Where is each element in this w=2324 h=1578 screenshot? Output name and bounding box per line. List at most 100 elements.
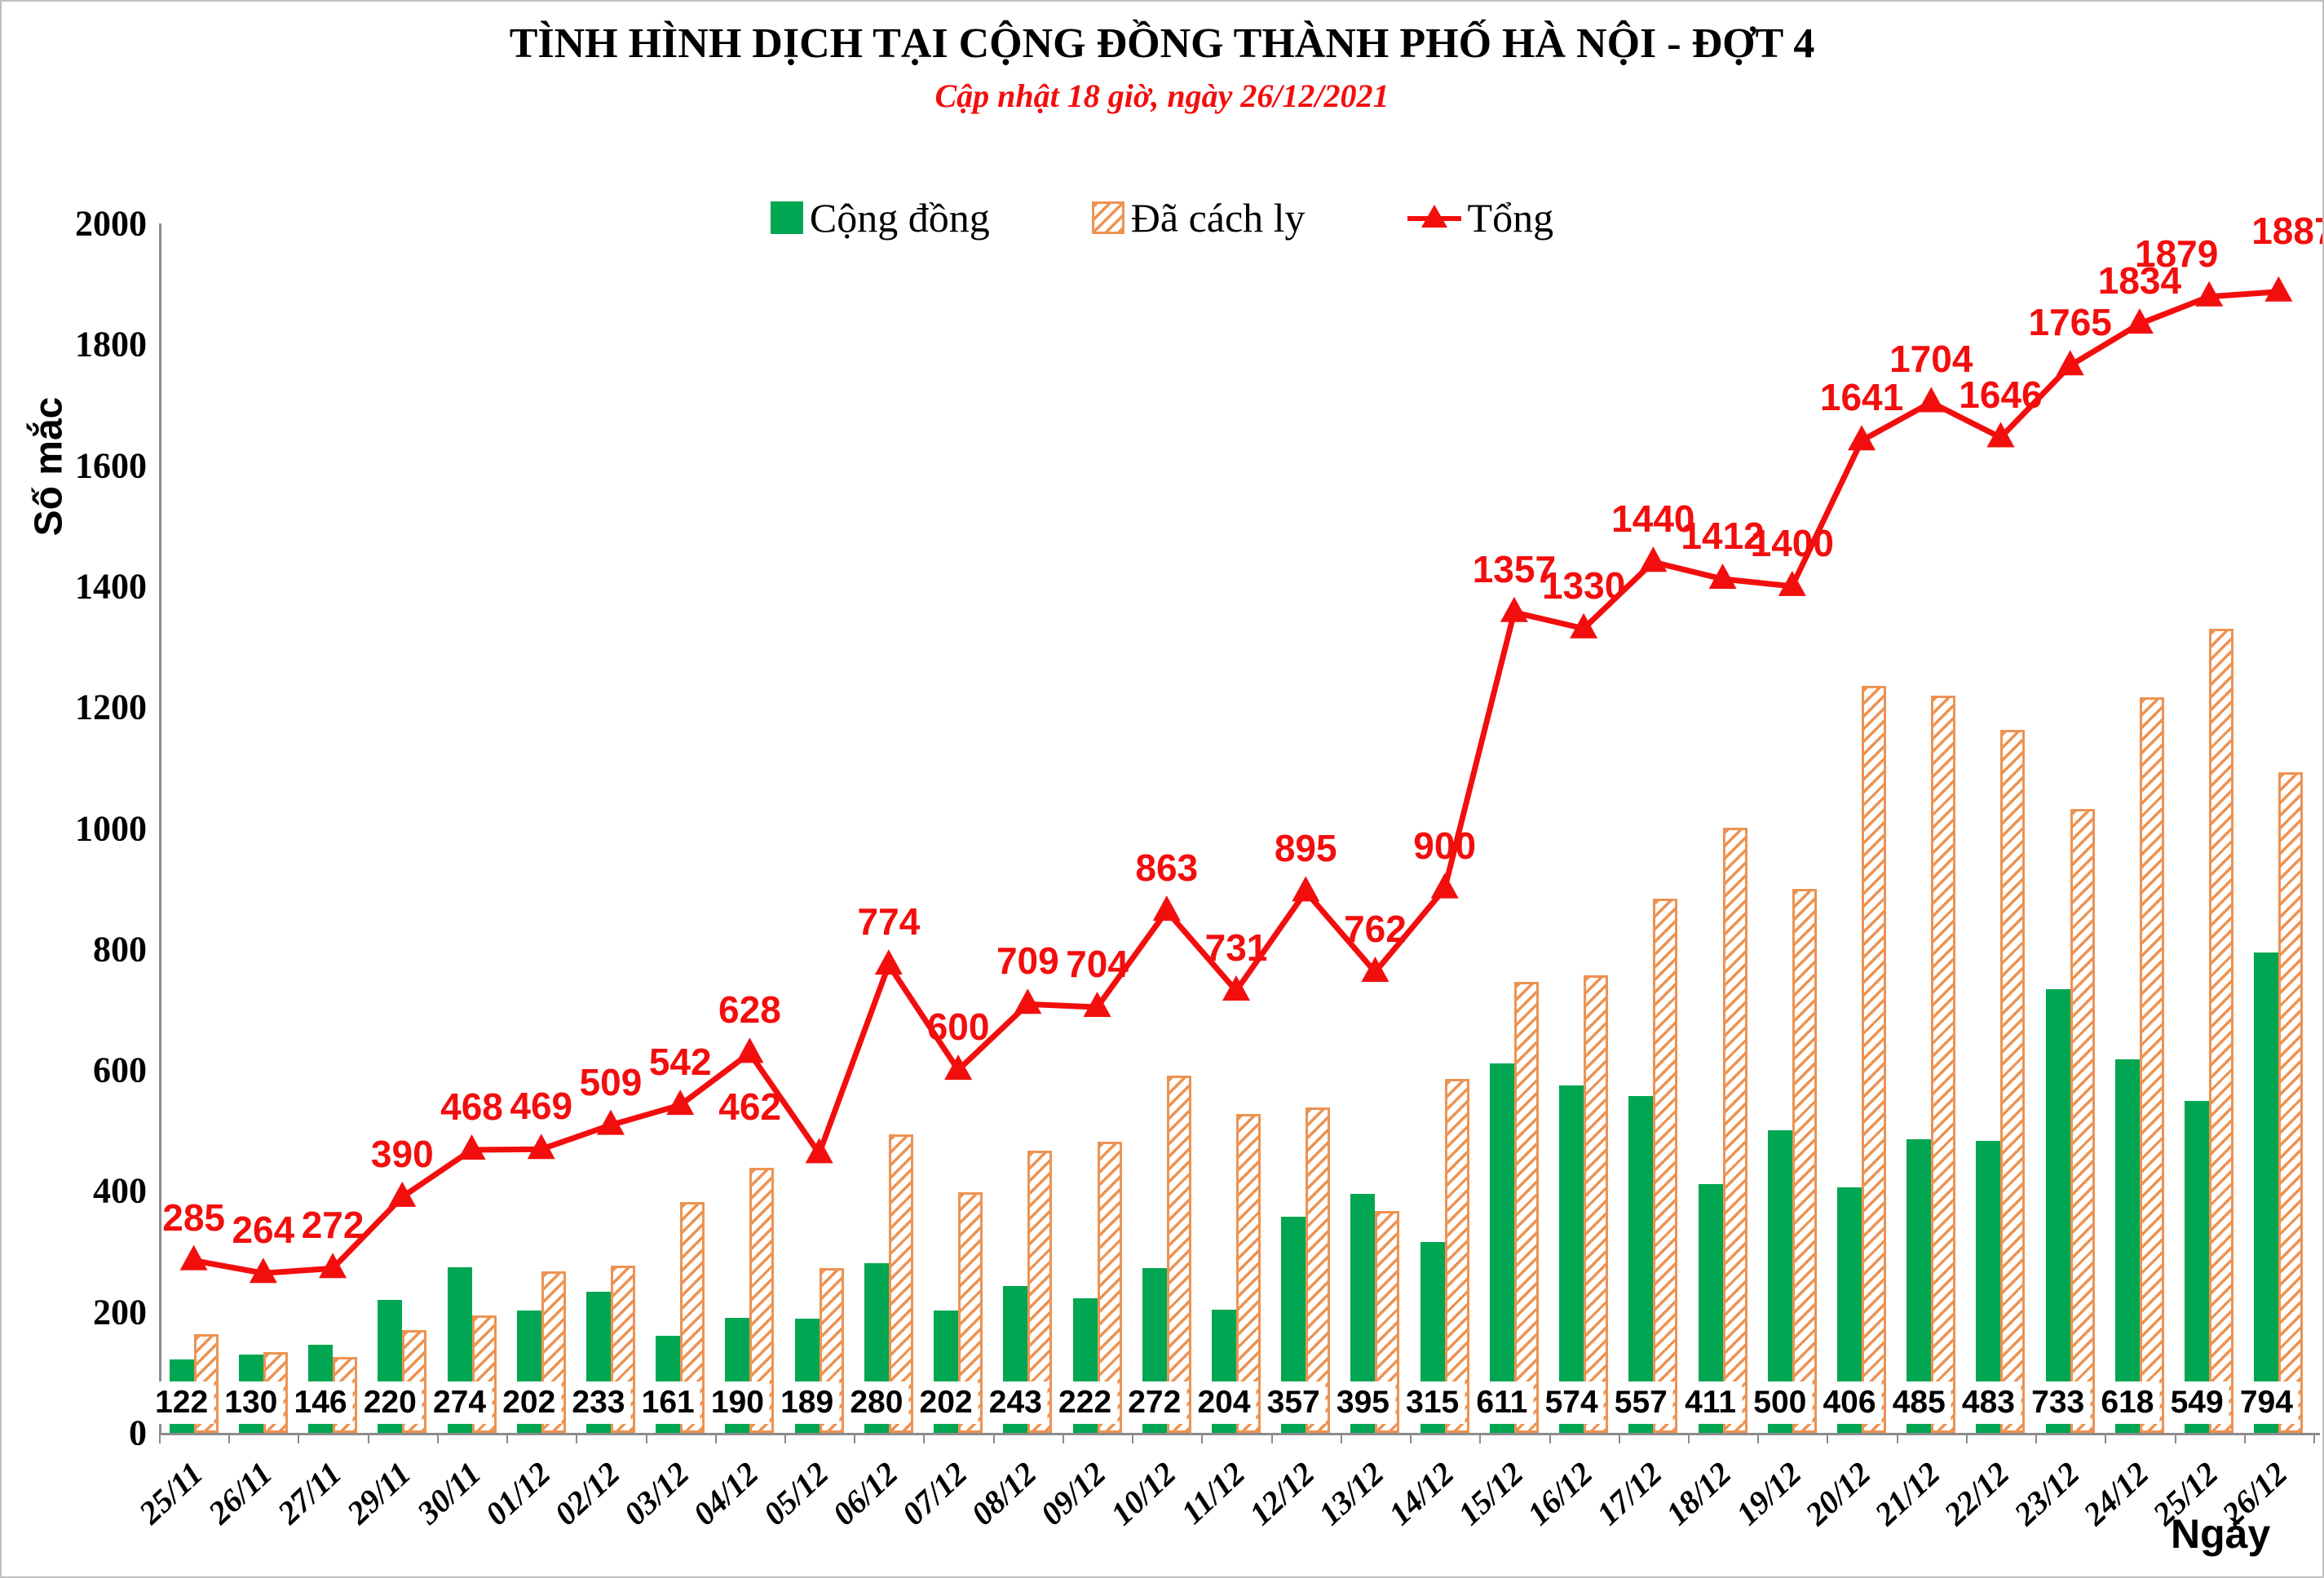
total-value-label: 600 xyxy=(926,1006,990,1049)
x-axis-boundary-tick xyxy=(1479,1435,1482,1443)
total-value-label: 762 xyxy=(1344,907,1407,950)
total-value-label: 1641 xyxy=(1819,376,1904,419)
y-tick-label: 1600 xyxy=(75,445,147,486)
bar-da-cach-ly xyxy=(1513,981,1539,1433)
y-tick-label: 1000 xyxy=(75,808,147,848)
total-value-label: 709 xyxy=(996,939,1059,983)
bar-value-label: 190 xyxy=(705,1381,770,1424)
legend-label: Cộng đồng xyxy=(809,195,990,241)
total-value-label: 1646 xyxy=(1959,373,2043,416)
legend-label: Đã cách ly xyxy=(1130,195,1306,241)
bar-da-cach-ly xyxy=(2209,628,2234,1433)
x-axis-boundary-tick xyxy=(854,1435,856,1443)
bar-da-cach-ly xyxy=(2139,697,2164,1433)
total-value-label: 1834 xyxy=(2097,259,2182,303)
bar-da-cach-ly xyxy=(402,1329,427,1433)
bar-value-label: 204 xyxy=(1191,1381,1257,1424)
total-value-label: 509 xyxy=(579,1060,643,1103)
bar-value-label: 574 xyxy=(1539,1381,1604,1424)
bar-value-label: 557 xyxy=(1608,1381,1673,1424)
x-axis-boundary-tick xyxy=(576,1435,578,1443)
x-axis-boundary-tick xyxy=(506,1435,509,1443)
total-marker xyxy=(527,1134,555,1160)
bar-da-cach-ly xyxy=(1306,1107,1331,1433)
total-marker xyxy=(1292,876,1320,902)
bar-cong-dong xyxy=(1559,1085,1584,1433)
total-value-label: 1357 xyxy=(1472,547,1557,590)
total-marker xyxy=(596,1109,625,1135)
total-marker xyxy=(2195,281,2224,307)
total-value-label: 774 xyxy=(857,900,921,944)
total-value-label: 542 xyxy=(648,1041,712,1084)
total-value-label: 895 xyxy=(1274,827,1337,870)
bar-value-label: 274 xyxy=(426,1381,493,1424)
total-marker xyxy=(736,1037,764,1063)
x-axis-boundary-tick xyxy=(784,1435,787,1443)
y-tick-label: 1400 xyxy=(75,566,147,607)
bar-value-label: 794 xyxy=(2233,1381,2299,1424)
y-tick-label: 800 xyxy=(93,929,147,970)
total-value-label: 1400 xyxy=(1750,521,1834,564)
x-axis-boundary-tick xyxy=(992,1435,995,1443)
total-marker xyxy=(666,1090,695,1116)
line-marker-swatch-icon xyxy=(1407,201,1461,234)
total-marker xyxy=(1639,546,1668,572)
bar-value-label: 130 xyxy=(219,1381,284,1424)
bar-value-label: 411 xyxy=(1679,1381,1743,1424)
total-marker xyxy=(1222,975,1250,1001)
y-tick-label: 1800 xyxy=(75,324,147,365)
total-marker xyxy=(457,1134,486,1160)
x-axis-boundary-tick xyxy=(2313,1435,2315,1443)
total-marker xyxy=(1778,570,1806,596)
total-value-label: 272 xyxy=(301,1204,365,1247)
total-value-label: 390 xyxy=(370,1132,434,1175)
total-marker xyxy=(2264,276,2293,302)
total-value-label: 863 xyxy=(1135,846,1199,890)
x-axis-boundary-tick xyxy=(436,1435,439,1443)
x-axis-boundary-tick xyxy=(2035,1435,2038,1443)
bar-value-label: 618 xyxy=(2095,1381,2160,1424)
bar-cong-dong xyxy=(2045,989,2070,1433)
bar-value-label: 146 xyxy=(288,1381,353,1424)
total-value-label: 1412 xyxy=(1681,515,1765,558)
x-axis-boundary-tick xyxy=(228,1435,231,1443)
total-value-label: 285 xyxy=(162,1196,225,1239)
x-axis-boundary-tick xyxy=(1201,1435,1204,1443)
bar-da-cach-ly xyxy=(1792,888,1817,1433)
y-axis-line xyxy=(159,223,161,1433)
bar-value-label: 189 xyxy=(775,1381,840,1424)
y-tick-label: 1200 xyxy=(75,687,147,727)
bar-da-cach-ly xyxy=(1653,899,1678,1433)
total-marker xyxy=(944,1054,973,1081)
bar-value-label: 202 xyxy=(497,1381,562,1424)
x-axis-boundary-tick xyxy=(1132,1435,1134,1443)
total-value-label: 1879 xyxy=(2134,232,2219,275)
total-marker xyxy=(1083,991,1111,1017)
legend-item-cong-dong: Cộng đồng xyxy=(770,195,990,241)
bar-value-label: 357 xyxy=(1261,1381,1326,1424)
bar-da-cach-ly xyxy=(2000,729,2026,1433)
total-marker xyxy=(874,949,903,975)
total-marker xyxy=(249,1258,277,1284)
total-value-label: 469 xyxy=(510,1085,573,1128)
legend: Cộng đồng Đã cách ly Tổng xyxy=(2,197,2322,238)
x-axis-boundary-tick xyxy=(714,1435,717,1443)
total-marker xyxy=(179,1244,208,1271)
bar-cong-dong xyxy=(2254,953,2279,1433)
legend-item-da-cach-ly: Đã cách ly xyxy=(1091,195,1306,241)
y-tick-label: 400 xyxy=(93,1170,147,1211)
total-value-label: 1765 xyxy=(2028,301,2112,344)
green-bar-swatch-icon xyxy=(770,201,803,234)
total-marker xyxy=(1570,612,1598,639)
total-marker xyxy=(319,1253,347,1279)
total-value-label: 1440 xyxy=(1611,497,1695,541)
x-axis-boundary-tick xyxy=(645,1435,647,1443)
x-axis-boundary-tick xyxy=(1757,1435,1760,1443)
total-marker xyxy=(1152,895,1181,922)
x-axis-boundary-tick xyxy=(1270,1435,1273,1443)
total-marker xyxy=(1986,422,2015,448)
bar-da-cach-ly xyxy=(1444,1079,1469,1433)
bar-da-cach-ly xyxy=(1862,686,1887,1433)
